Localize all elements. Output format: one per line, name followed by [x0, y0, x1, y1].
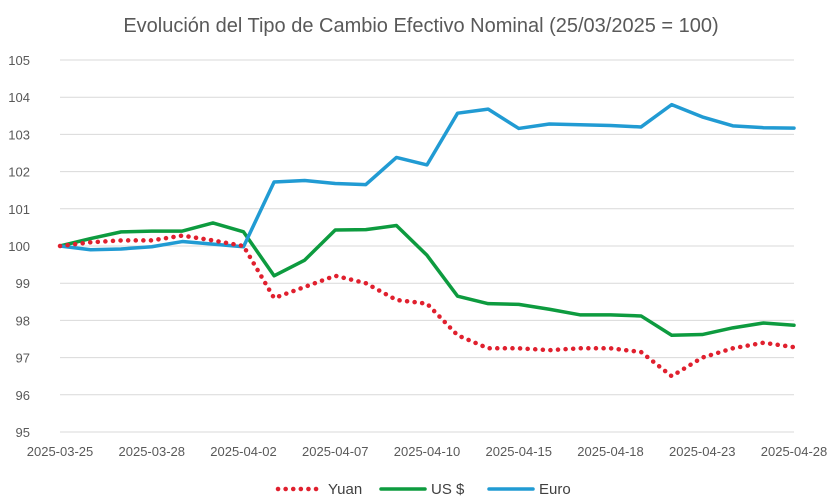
x-tick-label: 2025-03-28	[119, 444, 186, 459]
legend-label: Yuan	[328, 481, 362, 498]
x-tick-label: 2025-04-23	[669, 444, 736, 459]
series-line-euro	[58, 102, 796, 252]
legend-label: US $	[431, 481, 465, 498]
series-line-yuan	[57, 233, 797, 379]
x-tick-label: 2025-04-28	[761, 444, 828, 459]
y-tick-label: 96	[16, 388, 30, 403]
y-tick-label: 100	[8, 239, 30, 254]
x-tick-label: 2025-04-10	[394, 444, 461, 459]
x-tick-label: 2025-03-25	[27, 444, 94, 459]
legend: Yuan US $ Euro	[275, 481, 571, 498]
y-tick-label: 105	[8, 53, 30, 68]
y-tick-label: 102	[8, 165, 30, 180]
chart-title: Evolución del Tipo de Cambio Efectivo No…	[123, 15, 718, 37]
y-tick-label: 101	[8, 202, 30, 217]
x-tick-label: 2025-04-07	[302, 444, 369, 459]
series-line-us	[58, 221, 796, 338]
gridlines	[60, 59, 794, 433]
legend-label: Euro	[539, 481, 571, 498]
x-tick-label: 2025-04-15	[486, 444, 553, 459]
y-axis-ticks: 95 96 97 98 99 100 101 102 103 104 105	[8, 53, 30, 440]
x-tick-label: 2025-04-18	[577, 444, 644, 459]
y-tick-label: 98	[16, 313, 30, 328]
y-tick-label: 97	[16, 351, 30, 366]
y-tick-label: 104	[8, 90, 30, 105]
series-lines	[57, 102, 797, 379]
x-tick-label: 2025-04-02	[210, 444, 277, 459]
y-tick-label: 103	[8, 127, 30, 142]
x-axis-ticks: 2025-03-25 2025-03-28 2025-04-02 2025-04-07…	[27, 444, 828, 459]
y-tick-label: 95	[16, 425, 30, 440]
y-tick-label: 99	[16, 276, 30, 291]
